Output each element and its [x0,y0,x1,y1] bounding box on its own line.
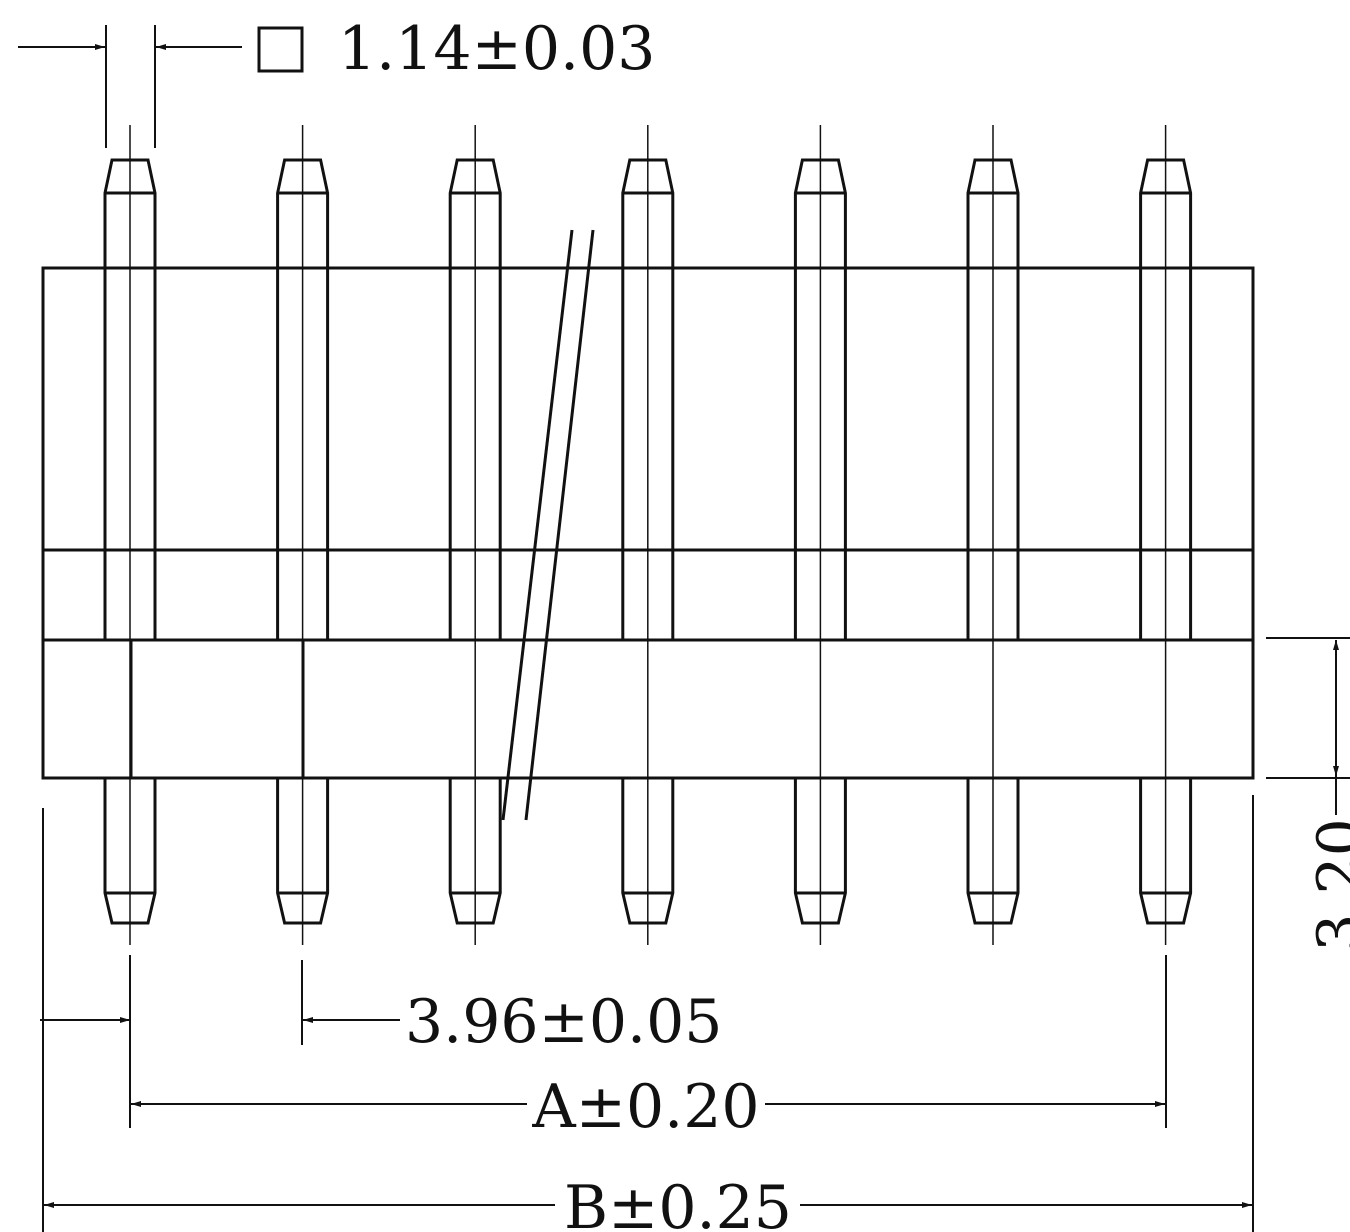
height-label: 3.20 [1305,818,1350,952]
pin [103,125,157,945]
pin [966,125,1020,945]
break-line-1 [501,229,574,821]
span-a-label: A±0.20 [531,1072,759,1142]
pin [1139,125,1193,945]
pin [276,125,330,945]
square-section-symbol [257,26,304,73]
pin [621,125,675,945]
pins [103,125,1193,945]
pin-size-label: 1.14±0.03 [338,14,655,84]
break-lines [501,229,595,821]
span-b-label: B±0.25 [564,1173,792,1232]
dim-pitch [40,960,400,1045]
dim-span-b [42,795,1254,1232]
dim-span-a [129,955,1167,1128]
pitch-label: 3.96±0.05 [405,987,722,1057]
dim-pin-size [18,25,304,148]
dim-height [1266,637,1350,815]
pin [448,125,502,945]
break-line-2 [524,229,595,821]
pin [793,125,847,945]
